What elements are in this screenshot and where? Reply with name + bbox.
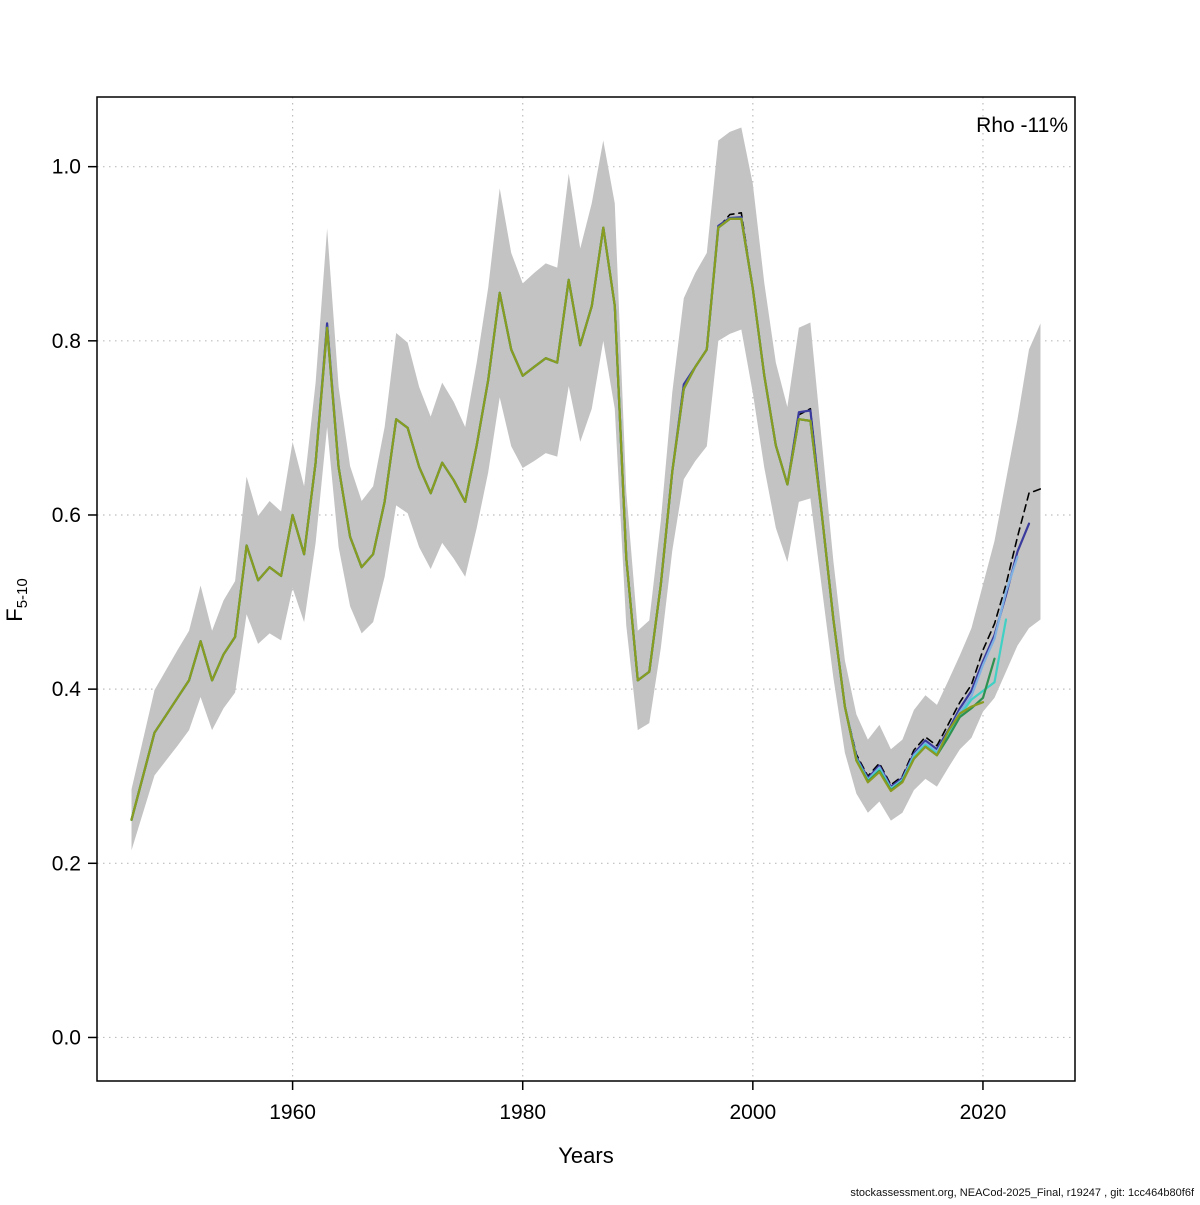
y-axis-title-subscript: 5-10 — [14, 578, 31, 608]
confidence-band-layer — [131, 127, 1041, 851]
footer-caption: stockassessment.org, NEACod-2025_Final, … — [850, 1187, 1195, 1199]
x-tick-label-1980: 1980 — [499, 1101, 546, 1124]
y-tick-label-1.0: 1.0 — [52, 156, 81, 179]
x-tick-label-1960: 1960 — [269, 1101, 316, 1124]
x-axis-title: Years — [558, 1143, 613, 1168]
series-line-retro-peel-2020 — [130, 217, 985, 821]
axes-layer: 1960 1980 2000 2020 0.0 0.2 0.4 0.6 0.8 1.0 — [52, 96, 1076, 1124]
y-tick-label-0.8: 0.8 — [52, 330, 81, 353]
y-axis-title-base: F — [2, 608, 27, 621]
rho-annotation: Rho -11% — [976, 114, 1068, 137]
y-tick-label-0.2: 0.2 — [52, 852, 81, 875]
y-axis-title: F5-10 — [2, 578, 31, 621]
series-layer — [130, 212, 1042, 821]
x-tick-label-2000: 2000 — [729, 1101, 776, 1124]
confidence-band — [131, 127, 1041, 851]
y-tick-label-0.6: 0.6 — [52, 504, 81, 527]
y-tick-label-0.0: 0.0 — [52, 1026, 81, 1049]
x-tick-label-2020: 2020 — [960, 1101, 1007, 1124]
plot-box — [96, 96, 1076, 1082]
y-tick-label-0.4: 0.4 — [52, 678, 82, 701]
